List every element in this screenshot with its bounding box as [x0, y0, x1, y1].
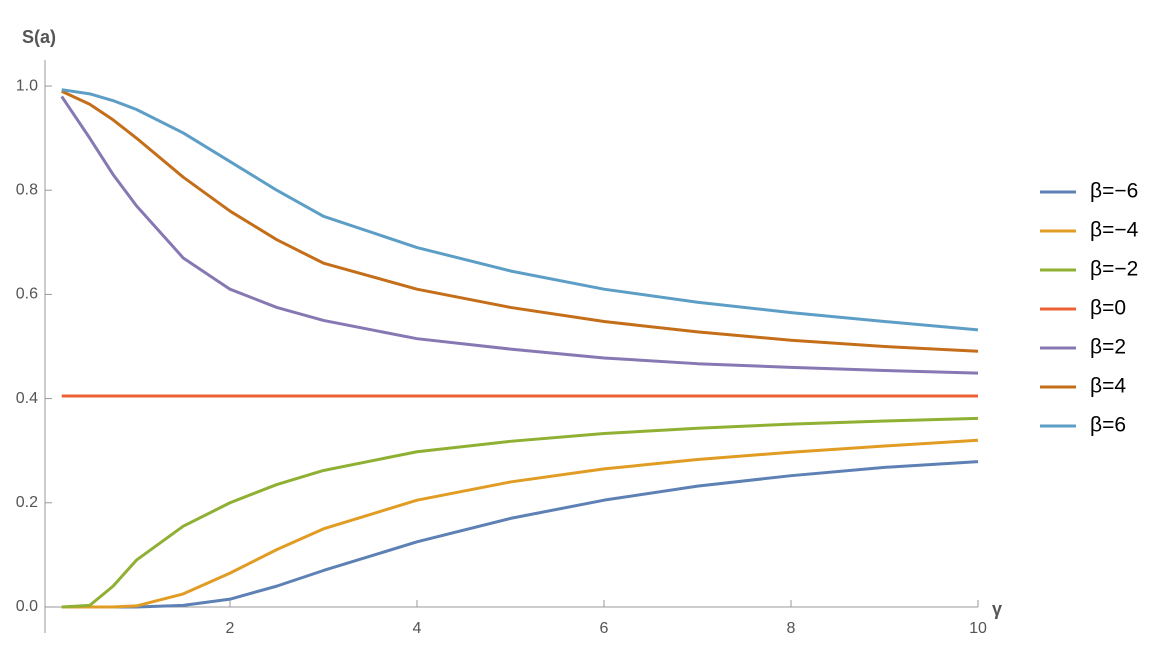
legend-text: β=−2: [1090, 258, 1138, 281]
legend-text: β=−6: [1090, 180, 1138, 203]
y-tick-label: 0.0: [16, 598, 38, 615]
x-tick-label: 2: [226, 620, 235, 637]
x-tick-label: 10: [969, 620, 987, 637]
x-axis-label: γ: [992, 599, 1002, 619]
x-tick-label: 6: [600, 620, 609, 637]
legend-text: β=6: [1090, 414, 1126, 437]
series-line: [60, 95, 979, 375]
y-tick-label: 0.6: [16, 286, 38, 303]
series-line: [61, 438, 979, 609]
legend-text: β=0: [1090, 297, 1126, 320]
series-line: [61, 89, 979, 353]
series-line: [61, 460, 979, 609]
legend-text: β=2: [1090, 336, 1126, 359]
legend-text: β=4: [1090, 375, 1126, 398]
legend-text: β=−4: [1090, 219, 1139, 242]
x-tick-label: 4: [413, 620, 422, 637]
y-tick-label: 1.0: [16, 77, 38, 94]
series-line: [61, 416, 979, 609]
y-tick-label: 0.8: [16, 181, 38, 198]
y-tick-label: 0.4: [16, 390, 38, 407]
x-tick-label: 8: [787, 620, 796, 637]
y-tick-label: 0.2: [16, 494, 38, 511]
series-line: [61, 88, 979, 332]
y-axis-label: S(a): [22, 27, 56, 47]
